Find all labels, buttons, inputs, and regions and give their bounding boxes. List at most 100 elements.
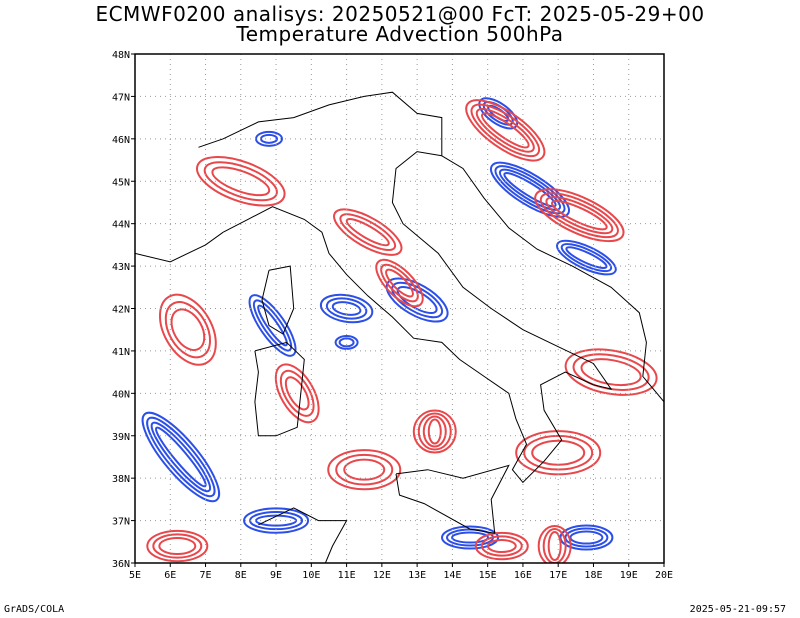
lon-tick-label: 10E (302, 570, 320, 581)
contour-line (565, 246, 608, 269)
contour-line (196, 156, 286, 207)
title-line-2: Temperature Advection 500hPa (236, 22, 564, 46)
contour-line (335, 453, 394, 486)
contour-line (451, 531, 490, 544)
title-line-1: ECMWF0200 analisys: 20250521@00 FcT: 202… (95, 2, 705, 26)
contour-line (422, 415, 447, 448)
axis-ticks: 5E 6E 7E 8E 9E 10E 11E 12E 13E 14E 15E 16E 17E 18E 19E… (112, 50, 673, 581)
contour-line (338, 337, 355, 348)
lon-tick-label: 9E (270, 570, 282, 581)
contour-line (284, 376, 310, 411)
contour-line (515, 430, 602, 476)
contour-line (279, 369, 315, 417)
contour-line (170, 308, 206, 352)
lon-tick-label: 14E (443, 570, 461, 581)
contour-line (255, 130, 284, 147)
grid-layer (135, 54, 664, 563)
contour-line (490, 161, 570, 218)
lat-tick-label: 47N (112, 92, 130, 103)
contour-line (158, 293, 217, 366)
lat-tick-label: 38N (112, 474, 130, 485)
contour-line (475, 108, 535, 153)
contour-line (564, 348, 658, 396)
contour-line (556, 239, 617, 276)
contour-line (331, 301, 362, 316)
contour-line (325, 297, 368, 320)
contour-line (255, 514, 298, 527)
lon-tick-label: 20E (655, 570, 673, 581)
lat-tick-label: 45N (112, 177, 130, 188)
contour-line (569, 530, 604, 545)
lon-tick-label: 13E (408, 570, 426, 581)
contour-line (534, 188, 625, 243)
contour-line (260, 133, 279, 144)
lon-tick-label: 7E (200, 570, 212, 581)
contour-line (380, 263, 419, 303)
contour-line (319, 293, 374, 324)
coastline (395, 464, 510, 534)
contour-line (547, 531, 562, 562)
lat-tick-label: 42N (112, 305, 130, 316)
lon-tick-label: 15E (479, 570, 497, 581)
lon-tick-label: 16E (514, 570, 532, 581)
lon-tick-label: 8E (235, 570, 247, 581)
lat-tick-label: 46N (112, 135, 130, 146)
lat-tick-label: 37N (112, 517, 130, 528)
contour-line (343, 458, 386, 481)
contour-line (150, 421, 212, 493)
coastline (441, 155, 664, 403)
lat-tick-label: 39N (112, 432, 130, 443)
lon-tick-label: 5E (129, 570, 141, 581)
contour-line (334, 335, 359, 350)
contour-line (243, 507, 310, 534)
lat-tick-label: 44N (112, 220, 130, 231)
contour-line (375, 258, 424, 308)
contour-line (486, 539, 517, 554)
contour-line (211, 166, 271, 197)
contour-line (498, 168, 562, 211)
contour-line (494, 165, 566, 215)
contour-line (257, 304, 288, 347)
lon-tick-label: 18E (584, 570, 602, 581)
contour-layer (141, 97, 658, 563)
contour-line (154, 426, 207, 488)
lat-tick-label: 36N (112, 559, 130, 570)
contour-line (141, 411, 221, 503)
lon-tick-label: 17E (549, 570, 567, 581)
contour-line (542, 528, 567, 563)
contour-line (345, 218, 390, 247)
lat-tick-label: 48N (112, 50, 130, 61)
contour-line (146, 416, 216, 498)
contour-line (427, 418, 442, 445)
coastline (261, 265, 295, 335)
lat-tick-label: 43N (112, 262, 130, 273)
coastline (135, 231, 224, 263)
contour-line (412, 409, 457, 454)
coastline (198, 91, 443, 156)
contour-line (333, 208, 403, 256)
contour-line (539, 192, 619, 239)
contour-line (385, 268, 414, 298)
coastline (258, 507, 348, 563)
contour-line (158, 537, 197, 556)
coastline (254, 341, 305, 437)
contour-line (248, 294, 297, 357)
lon-tick-label: 19E (620, 570, 638, 581)
contour-line (252, 299, 293, 352)
contour-line (164, 301, 212, 359)
lat-tick-label: 41N (112, 347, 130, 358)
contour-line (152, 533, 203, 559)
lon-tick-label: 12E (373, 570, 391, 581)
footer-credit: GrADS/COLA (4, 604, 65, 615)
contour-line (551, 200, 608, 231)
lon-tick-label: 11E (338, 570, 356, 581)
contour-line (480, 535, 523, 557)
lon-tick-label: 6E (164, 570, 176, 581)
contour-line (537, 525, 572, 563)
contour-line (481, 112, 530, 149)
footer-timestamp: 2025-05-21-09:57 (689, 604, 786, 615)
contour-line (545, 196, 614, 235)
contour-line (470, 103, 541, 158)
contour-line (274, 363, 320, 424)
